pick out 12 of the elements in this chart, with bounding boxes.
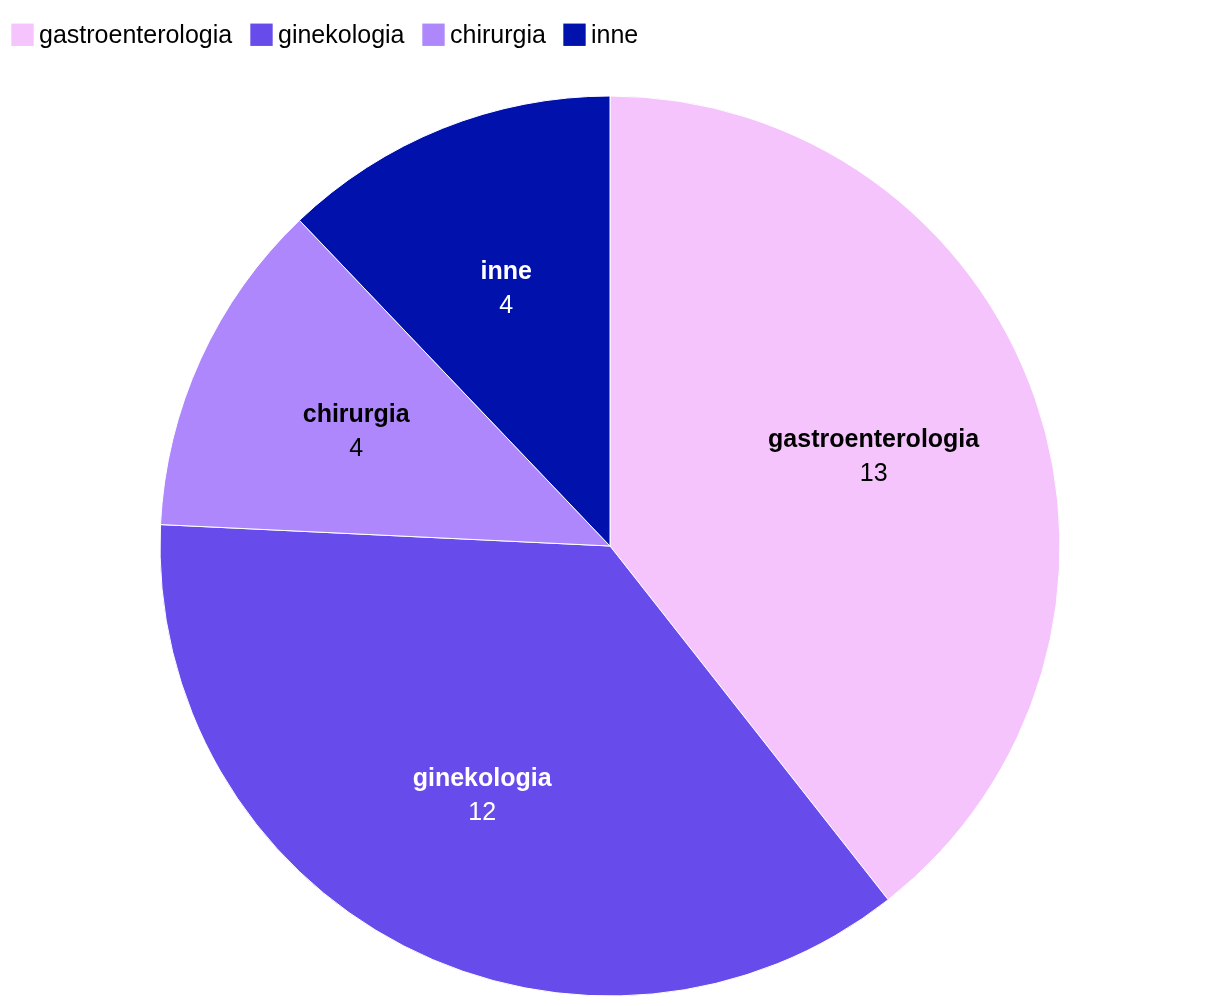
slice-label: chirurgia (302, 399, 411, 428)
legend-label: ginekologia (278, 19, 405, 48)
slice-label: gastroenterologia (768, 423, 981, 452)
data-label: 13 (859, 457, 888, 486)
legend-label: inne (591, 19, 639, 48)
slice-label: inne (480, 255, 533, 284)
legend-label: gastroenterologia (39, 19, 233, 48)
data-label: 4 (499, 289, 514, 318)
data-label: 4 (349, 433, 364, 462)
data-label: 12 (468, 796, 497, 825)
legend-label: chirurgia (450, 19, 546, 48)
slice-label: ginekologia (412, 762, 553, 791)
